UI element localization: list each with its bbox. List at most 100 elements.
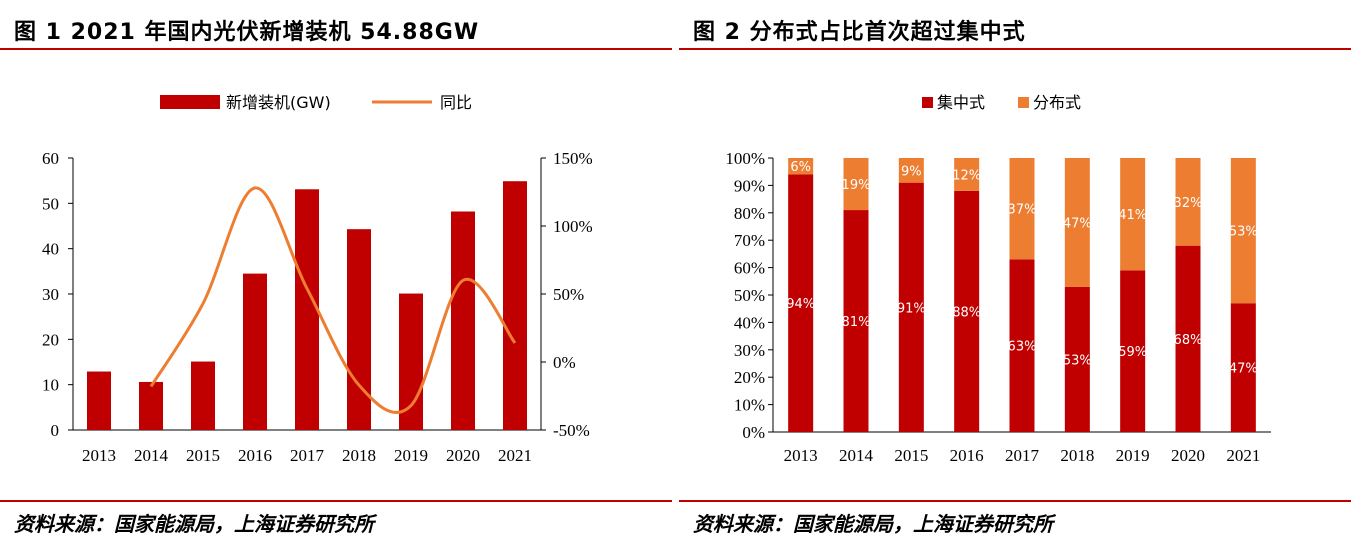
bar-segment-centralized <box>954 190 980 432</box>
legend-label-bar: 新增装机(GW) <box>226 93 331 112</box>
x-tick-label: 2016 <box>238 446 272 465</box>
bar <box>347 229 371 430</box>
data-label-centralized: 63% <box>1008 340 1037 355</box>
x-tick-label: 2018 <box>342 446 376 465</box>
y-left-tick-label: 40 <box>42 240 59 259</box>
data-label-distributed: 47% <box>1063 216 1092 231</box>
chart-panel-installations: 图 1 2021 年国内光伏新增装机 54.88GW 0 10 20 30 40 50 60… <box>0 0 672 550</box>
share-chart: 0% 10% 20% 30% 40% 50% 60% 70% 80% 90% 100% 94% 6% 20… <box>725 93 1271 465</box>
legend-label-centralized: 集中式 <box>937 93 985 112</box>
x-tick-label: 2017 <box>1005 446 1040 465</box>
data-label-centralized: 81% <box>842 315 871 330</box>
y-tick-label: 70% <box>734 231 765 250</box>
x-tick-label: 2021 <box>498 446 532 465</box>
bar-segment-centralized <box>1064 286 1090 432</box>
data-label-centralized: 91% <box>897 301 926 316</box>
bar-segment-distributed <box>788 158 814 175</box>
x-tick-label: 2019 <box>394 446 428 465</box>
data-label-distributed: 19% <box>842 178 871 193</box>
x-tick-label: 2016 <box>950 446 984 465</box>
y-left-tick-label: 10 <box>42 376 59 395</box>
data-label-distributed: 12% <box>952 168 981 183</box>
y-left-tick-label: 0 <box>51 421 60 440</box>
y-tick-label: 80% <box>734 204 765 223</box>
source-divider <box>0 500 672 502</box>
data-label-distributed: 53% <box>1229 225 1258 240</box>
bar-segment-distributed <box>954 158 980 191</box>
x-tick-label: 2013 <box>784 446 818 465</box>
y-tick-label: 30% <box>734 341 765 360</box>
chart-panel-share: 图 2 分布式占比首次超过集中式 0% 10% 20% 30% 40% 50% 60% 70%… <box>679 0 1351 550</box>
y-right-tick-label: 50% <box>553 285 584 304</box>
source-note: 资料来源：国家能源局，上海证券研究所 <box>14 512 374 536</box>
x-tick-label: 2015 <box>186 446 220 465</box>
bar-segment-centralized <box>1175 245 1201 432</box>
y-tick-label: 60% <box>734 259 765 278</box>
source-divider <box>679 500 1351 502</box>
data-label-distributed: 37% <box>1008 203 1037 218</box>
data-label-distributed: 9% <box>901 164 922 179</box>
bar-segment-distributed <box>898 158 924 183</box>
bar-segment-distributed <box>1230 158 1256 304</box>
bar <box>191 361 215 430</box>
bar-segment-centralized <box>1230 303 1256 432</box>
bar-segment-centralized <box>843 210 869 432</box>
legend-swatch-bar <box>160 95 220 109</box>
data-label-distributed: 41% <box>1118 208 1147 223</box>
bar-segment-centralized <box>898 182 924 432</box>
x-tick-label: 2015 <box>894 446 928 465</box>
installations-chart: 0 10 20 30 40 50 60 -50% 0% 50% 100% 150% 2013 2014 20… <box>42 93 593 465</box>
y-tick-label: 0% <box>742 423 765 442</box>
y-right-tick-label: 100% <box>553 217 593 236</box>
data-label-distributed: 32% <box>1174 196 1203 211</box>
y-left-tick-label: 60 <box>42 149 59 168</box>
y-tick-label: 10% <box>734 396 765 415</box>
data-label-centralized: 59% <box>1118 345 1147 360</box>
bar-segment-distributed <box>1175 158 1201 246</box>
data-label-distributed: 6% <box>790 160 811 175</box>
x-tick-label: 2013 <box>82 446 116 465</box>
y-left-tick-label: 30 <box>42 285 59 304</box>
legend-label-distributed: 分布式 <box>1033 93 1081 112</box>
bar-segment-distributed <box>1064 158 1090 287</box>
title-underline <box>679 48 1351 50</box>
data-label-centralized: 53% <box>1063 353 1092 368</box>
x-tick-label: 2020 <box>1171 446 1205 465</box>
x-tick-label: 2017 <box>290 446 325 465</box>
y-left-tick-label: 20 <box>42 330 59 349</box>
data-label-centralized: 68% <box>1174 333 1203 348</box>
data-label-centralized: 88% <box>952 305 981 320</box>
bar <box>451 211 475 430</box>
y-tick-label: 100% <box>725 149 765 168</box>
bar <box>139 381 163 430</box>
x-tick-label: 2019 <box>1116 446 1150 465</box>
title-underline <box>0 48 672 50</box>
legend-label-line: 同比 <box>440 93 472 112</box>
x-tick-label: 2020 <box>446 446 480 465</box>
bar-segment-centralized <box>1120 270 1146 432</box>
data-label-centralized: 47% <box>1229 362 1258 377</box>
x-tick-label: 2021 <box>1226 446 1260 465</box>
bar <box>243 273 267 430</box>
chart-title: 图 1 2021 年国内光伏新增装机 54.88GW <box>14 20 480 45</box>
y-tick-label: 50% <box>734 286 765 305</box>
source-note: 资料来源：国家能源局，上海证券研究所 <box>693 512 1053 536</box>
x-tick-label: 2018 <box>1060 446 1094 465</box>
y-tick-label: 40% <box>734 313 765 332</box>
y-right-tick-label: 150% <box>553 149 593 168</box>
bar-segment-distributed <box>843 158 869 211</box>
y-left-tick-label: 50 <box>42 194 59 213</box>
data-label-centralized: 94% <box>786 297 815 312</box>
y-tick-label: 20% <box>734 368 765 387</box>
bar <box>295 189 319 430</box>
bar-segment-centralized <box>788 174 814 432</box>
y-tick-label: 90% <box>734 176 765 195</box>
y-right-tick-label: 0% <box>553 353 576 372</box>
bar <box>503 181 527 430</box>
bar-segment-distributed <box>1009 158 1035 260</box>
bar <box>87 371 111 430</box>
bar-segment-centralized <box>1009 259 1035 432</box>
legend-swatch-centralized <box>922 97 933 108</box>
series-line-yoy <box>149 186 517 414</box>
x-tick-label: 2014 <box>839 446 874 465</box>
